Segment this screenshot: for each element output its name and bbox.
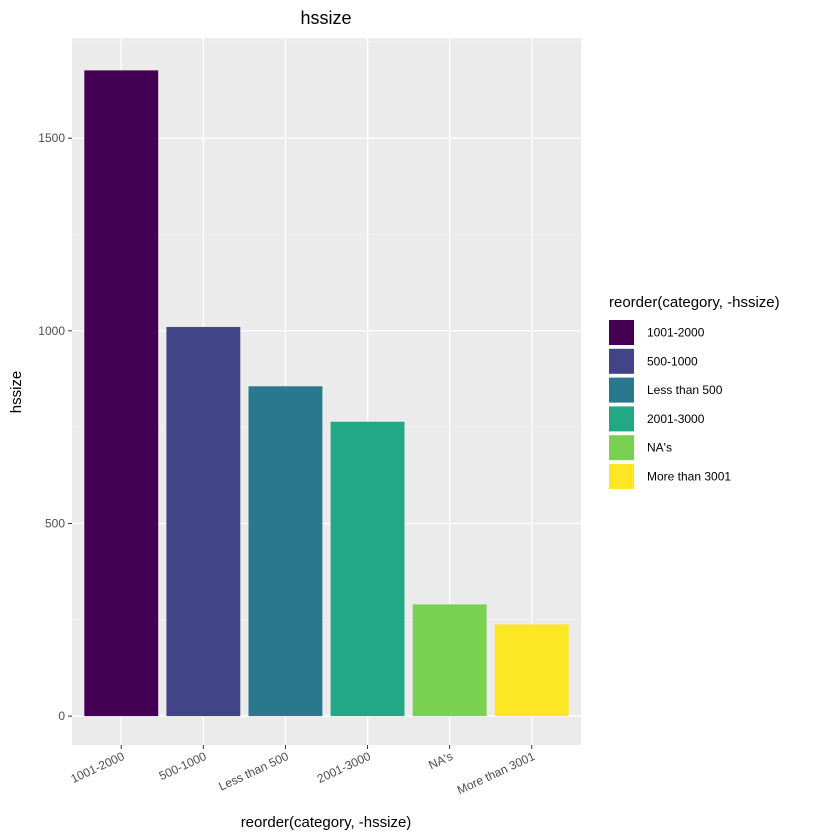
legend-label: More than 3001 — [647, 470, 731, 484]
legend-label: 2001-3000 — [647, 412, 705, 426]
y-tick-label: 500 — [45, 516, 65, 530]
x-tick-label: NA's — [426, 749, 455, 772]
legend-label: 1001-2000 — [647, 326, 705, 340]
y-tick-label: 1500 — [38, 131, 65, 145]
bar — [412, 604, 487, 717]
x-tick-label: More than 3001 — [455, 749, 537, 797]
legend-label: 500-1000 — [647, 354, 698, 368]
x-tick-label: 1001-2000 — [69, 749, 127, 786]
bar — [248, 386, 323, 717]
y-tick-label: 1000 — [38, 324, 65, 338]
x-axis-ticks: 1001-2000 500-1000 Less than 500 2001-3000 N… — [69, 745, 537, 797]
legend-key — [609, 435, 634, 461]
x-tick-label: 500-1000 — [157, 749, 209, 783]
legend-key — [609, 464, 634, 489]
chart-title: hssize — [300, 8, 351, 28]
legend-title: reorder(category, -hssize) — [609, 294, 780, 311]
bar — [84, 70, 159, 717]
bars — [84, 70, 569, 717]
legend-key — [609, 348, 634, 374]
legend: reorder(category, -hssize) 1001-2000 500-… — [609, 294, 780, 489]
bar — [494, 624, 569, 717]
legend-label: Less than 500 — [647, 383, 723, 397]
bar — [166, 326, 241, 717]
x-axis-title: reorder(category, -hssize) — [241, 814, 412, 831]
legend-label: NA's — [647, 441, 672, 455]
legend-key — [609, 320, 634, 345]
bar — [330, 421, 405, 717]
y-axis-ticks: 0 500 1000 1500 — [38, 131, 72, 723]
x-tick-label: Less than 500 — [216, 749, 291, 794]
y-tick-label: 0 — [58, 709, 65, 723]
legend-key — [609, 406, 634, 432]
legend-key — [609, 377, 634, 403]
x-tick-label: 2001-3000 — [315, 749, 373, 786]
y-axis-title: hssize — [8, 371, 25, 414]
